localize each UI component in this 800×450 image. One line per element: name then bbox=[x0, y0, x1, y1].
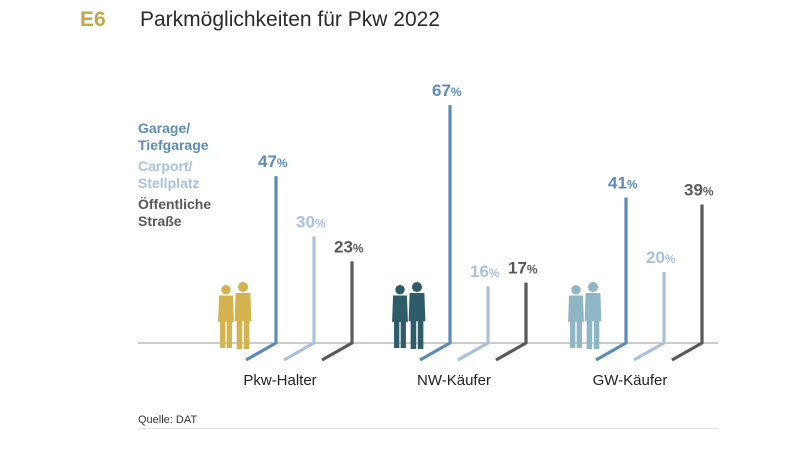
person-figure bbox=[408, 282, 426, 349]
legend: Garage/ Tiefgarage Carport/ Stellplatz Ö… bbox=[138, 120, 268, 234]
unit-label: % bbox=[277, 156, 288, 170]
bar-1-0 bbox=[283, 236, 316, 362]
group-1: 67% 16% 17% NW-Käufer bbox=[392, 81, 538, 389]
person-head bbox=[395, 285, 405, 295]
bar-0-1 bbox=[419, 105, 452, 362]
person-leg bbox=[570, 319, 576, 348]
person-body bbox=[568, 295, 584, 322]
bar-1-2 bbox=[633, 272, 666, 362]
bar-1-1 bbox=[457, 286, 490, 362]
category-label: Pkw-Halter bbox=[243, 372, 316, 389]
legend-label: Garage/ bbox=[138, 120, 191, 136]
person-body bbox=[584, 293, 602, 322]
unit-label: % bbox=[315, 217, 326, 231]
data-label: 30% bbox=[296, 213, 326, 232]
legend-label: Öffentliche bbox=[138, 196, 212, 212]
person-leg bbox=[220, 319, 226, 348]
person-figure bbox=[234, 282, 252, 349]
unit-label: % bbox=[451, 85, 462, 99]
legend-label: Carport/ bbox=[138, 158, 193, 174]
legend-item-garage: Garage/ Tiefgarage bbox=[138, 120, 268, 154]
data-label: 67% bbox=[432, 81, 462, 100]
person-leg bbox=[417, 319, 424, 349]
category-label: GW-Käufer bbox=[593, 372, 668, 389]
person-leg bbox=[400, 319, 406, 348]
source-divider bbox=[138, 428, 718, 429]
legend-label: Straße bbox=[138, 213, 182, 229]
data-label: 17% bbox=[508, 259, 538, 278]
category-label: NW-Käufer bbox=[417, 372, 491, 389]
legend-item-carport: Carport/ Stellplatz bbox=[138, 158, 268, 192]
chart-title: Parkmöglichkeiten für Pkw 2022 bbox=[140, 8, 440, 31]
figure-code: E6 bbox=[80, 8, 106, 31]
bar-0-0 bbox=[245, 176, 278, 362]
unit-label: % bbox=[627, 177, 638, 191]
unit-label: % bbox=[527, 263, 538, 277]
unit-label: % bbox=[703, 185, 714, 199]
legend-label: Tiefgarage bbox=[138, 137, 209, 153]
person-body bbox=[392, 295, 408, 322]
legend-label: Stellplatz bbox=[138, 175, 200, 191]
data-label: 16% bbox=[470, 262, 500, 281]
data-label: 39% bbox=[684, 181, 714, 200]
unit-label: % bbox=[665, 252, 676, 266]
two-people-icon bbox=[218, 282, 252, 349]
person-leg bbox=[394, 319, 400, 348]
data-label: 23% bbox=[334, 237, 364, 256]
bar-2-2 bbox=[671, 204, 704, 362]
person-leg bbox=[586, 319, 593, 349]
unit-label: % bbox=[489, 266, 500, 280]
person-body bbox=[234, 293, 252, 322]
data-label: 20% bbox=[646, 248, 676, 267]
person-body bbox=[408, 293, 426, 322]
unit-label: % bbox=[353, 241, 364, 255]
bar-2-0 bbox=[321, 261, 354, 362]
legend-item-strasse: Öffentliche Straße bbox=[138, 196, 268, 230]
data-label: 41% bbox=[608, 173, 638, 192]
person-leg bbox=[593, 319, 600, 349]
person-leg bbox=[243, 319, 250, 349]
person-head bbox=[571, 285, 581, 295]
person-head bbox=[587, 282, 599, 293]
bar-0-2 bbox=[595, 197, 628, 362]
data-label: 47% bbox=[258, 152, 288, 171]
source-note: Quelle: DAT bbox=[138, 414, 198, 426]
person-figure bbox=[392, 285, 408, 348]
two-people-icon bbox=[392, 282, 426, 349]
person-leg bbox=[226, 319, 232, 348]
person-head bbox=[237, 282, 249, 293]
person-figure bbox=[218, 285, 234, 348]
person-leg bbox=[576, 319, 582, 348]
person-figure bbox=[584, 282, 602, 349]
person-leg bbox=[236, 319, 243, 349]
person-body bbox=[218, 295, 234, 322]
person-head bbox=[411, 282, 423, 293]
two-people-icon bbox=[568, 282, 602, 349]
bar-2-1 bbox=[495, 282, 528, 362]
person-leg bbox=[410, 319, 417, 349]
group-2: 41% 20% 39% GW-Käufer bbox=[568, 173, 714, 389]
group-0: 47% 30% 23% Pkw-Halter bbox=[218, 152, 364, 389]
person-figure bbox=[568, 285, 584, 348]
person-head bbox=[221, 285, 231, 295]
